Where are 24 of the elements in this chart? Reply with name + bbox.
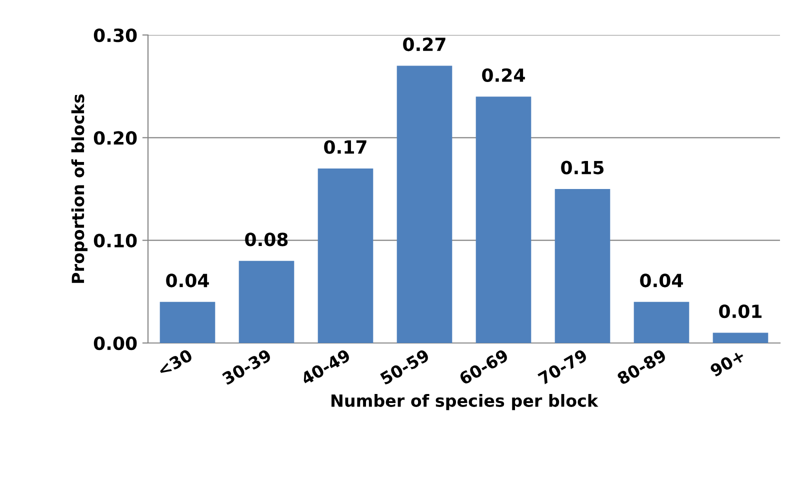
data-label: 0.04 bbox=[640, 274, 683, 288]
x-tick-label: 90+ bbox=[709, 349, 746, 378]
bar bbox=[476, 96, 532, 343]
bar bbox=[634, 302, 690, 343]
data-label: 0.27 bbox=[403, 38, 446, 52]
bar bbox=[396, 66, 452, 343]
bar bbox=[712, 332, 768, 343]
y-tick-label: 0.30 bbox=[94, 28, 137, 42]
data-label: 0.15 bbox=[561, 160, 604, 174]
data-label: 0.17 bbox=[324, 140, 366, 154]
data-label: 0.08 bbox=[245, 232, 288, 246]
bar bbox=[238, 260, 294, 343]
data-label: 0.01 bbox=[719, 304, 762, 318]
data-label: 0.04 bbox=[166, 274, 209, 288]
bar bbox=[160, 302, 216, 343]
bar bbox=[554, 189, 610, 343]
y-tick-label: 0.10 bbox=[94, 234, 137, 248]
bar bbox=[318, 168, 374, 343]
y-tick-label: 0.00 bbox=[94, 336, 137, 350]
y-tick-label: 0.20 bbox=[94, 131, 137, 145]
data-label: 0.24 bbox=[482, 68, 525, 82]
y-axis-title: Proportion of blocks bbox=[71, 94, 88, 283]
x-tick-label: <30 bbox=[156, 348, 194, 377]
x-axis-title: Number of species per block bbox=[332, 394, 598, 410]
